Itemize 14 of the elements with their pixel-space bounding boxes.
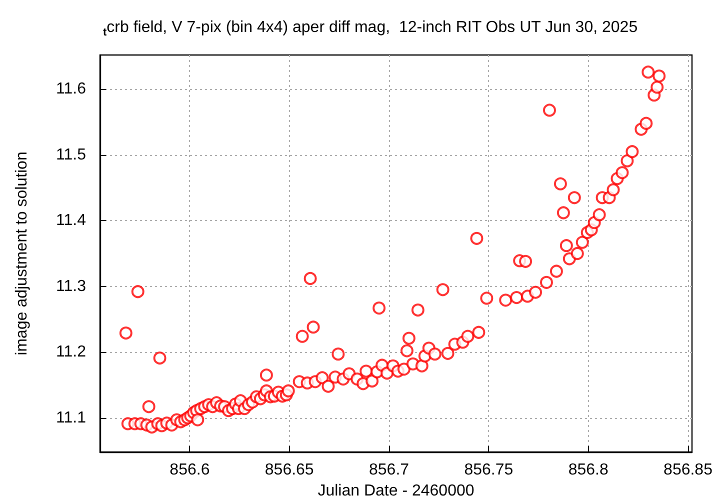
y-tick-label: 11.1 bbox=[56, 409, 86, 426]
x-axis-title: Julian Date - 2460000 bbox=[318, 482, 474, 500]
x-tick-label: 856.8 bbox=[568, 462, 608, 478]
x-tick-label: 856.75 bbox=[464, 462, 514, 478]
x-tick-label: 856.65 bbox=[264, 462, 314, 478]
y-tick-label: 11.6 bbox=[56, 80, 86, 98]
y-tick-label: 11.2 bbox=[56, 344, 86, 361]
y-tick-label: 11.5 bbox=[56, 146, 86, 164]
x-tick-label: 856.85 bbox=[664, 462, 713, 478]
x-tick-label: 856.6 bbox=[170, 462, 210, 478]
x-tick-label: 856.7 bbox=[369, 462, 410, 478]
y-tick-label: 11.3 bbox=[56, 278, 86, 295]
y-axis-title: image adjustment to solution bbox=[14, 152, 30, 356]
y-tick-label: 11.4 bbox=[56, 212, 86, 230]
